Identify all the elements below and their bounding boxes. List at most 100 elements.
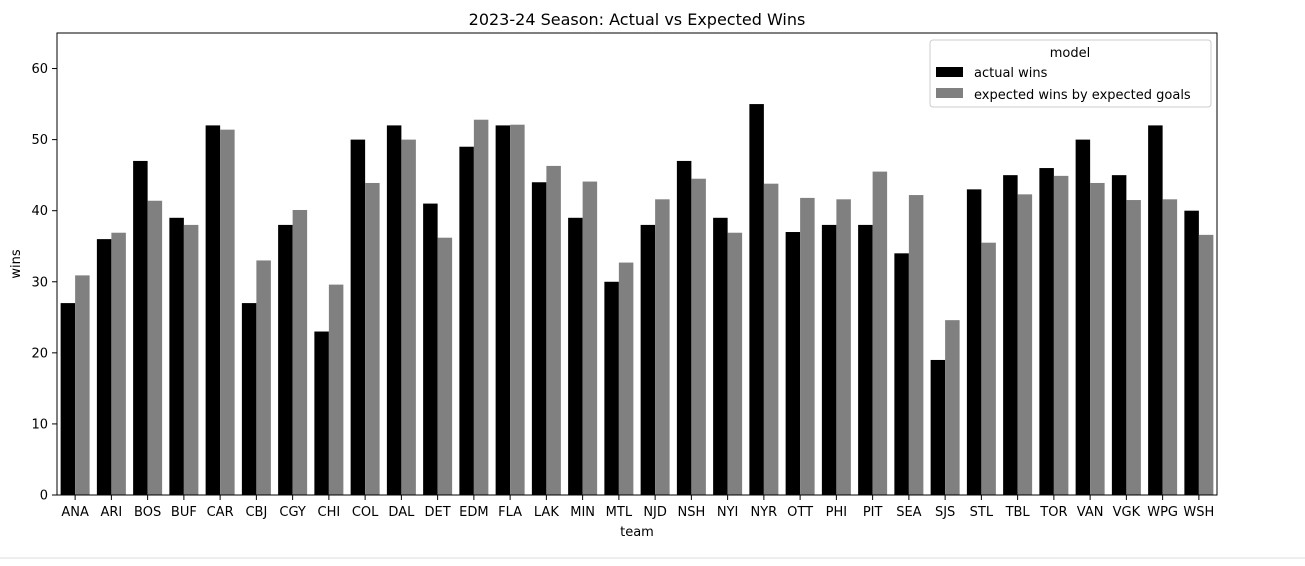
bar-actual-wsh: [1184, 210, 1199, 495]
legend: model actual wins expected wins by expec…: [929, 39, 1212, 108]
y-tick-label: 0: [40, 489, 48, 504]
bar-actual-chi: [314, 331, 329, 495]
bar-expected-tor: [1053, 175, 1069, 495]
bar-actual-wpg: [1148, 125, 1163, 496]
y-tick-label: 40: [31, 204, 48, 219]
bar-actual-pit: [858, 224, 873, 495]
y-tick-label: 10: [31, 417, 48, 432]
bar-expected-vgk: [1126, 200, 1141, 495]
x-tick-label-det: DET: [425, 505, 451, 520]
bar-expected-edm: [473, 119, 489, 496]
x-tick-label-wpg: WPG: [1147, 505, 1178, 520]
x-tick-label-ari: ARI: [100, 505, 122, 520]
bar-expected-nyi: [727, 232, 743, 496]
plot-frame: [56, 32, 1218, 496]
bar-expected-buf: [183, 224, 199, 495]
legend-label-expected: expected wins by expected goals: [974, 88, 1191, 103]
y-tick-label: 20: [31, 346, 48, 361]
bar-expected-min: [582, 181, 598, 495]
bar-expected-lak: [546, 165, 561, 495]
bar-expected-ott: [800, 197, 815, 495]
bar-actual-cgy: [278, 224, 293, 495]
x-tick-label-buf: BUF: [171, 505, 197, 520]
bar-actual-sea: [894, 253, 909, 495]
bar-actual-tor: [1039, 168, 1054, 496]
x-tick-label-pit: PIT: [863, 505, 883, 520]
bar-expected-chi: [328, 284, 344, 495]
x-tick-label-nsh: NSH: [677, 505, 705, 520]
bar-actual-bos: [133, 160, 148, 495]
bar-actual-stl: [966, 189, 982, 495]
legend-swatch-expected: [936, 88, 963, 98]
bar-actual-nsh: [676, 160, 692, 495]
bar-expected-dal: [401, 139, 416, 495]
bar-actual-buf: [169, 217, 184, 496]
x-tick-label-edm: EDM: [459, 505, 488, 520]
bar-expected-wsh: [1198, 234, 1214, 495]
x-tick-label-bos: BOS: [134, 505, 161, 520]
bar-expected-tbl: [1017, 194, 1033, 496]
bar-expected-bos: [147, 200, 163, 496]
bar-expected-det: [437, 237, 453, 495]
bar-expected-sjs: [945, 320, 960, 495]
bar-expected-pit: [872, 171, 888, 495]
bar-expected-ari: [111, 232, 126, 496]
bar-expected-njd: [655, 199, 670, 495]
y-axis-label: wins: [9, 249, 24, 278]
bar-actual-car: [205, 125, 221, 496]
bar-actual-min: [568, 217, 583, 496]
chart-title: 2023-24 Season: Actual vs Expected Wins: [469, 10, 806, 29]
bar-actual-phi: [821, 224, 837, 495]
x-tick-label-car: CAR: [207, 505, 234, 520]
x-tick-label-tbl: TBL: [1005, 505, 1031, 520]
bar-expected-col: [365, 182, 380, 496]
x-tick-label-nyr: NYR: [751, 505, 778, 520]
bars-group: [60, 104, 1214, 496]
bar-expected-mtl: [618, 262, 634, 495]
x-tick-label-fla: FLA: [498, 505, 522, 520]
x-tick-label-cbj: CBJ: [245, 505, 267, 520]
x-tick-label-ana: ANA: [61, 505, 89, 520]
x-tick-label-lak: LAK: [534, 505, 559, 520]
bar-expected-nsh: [691, 178, 706, 495]
bar-expected-nyr: [763, 183, 779, 495]
bar-actual-cbj: [241, 303, 257, 495]
x-tick-label-sea: SEA: [896, 505, 921, 520]
bar-actual-vgk: [1111, 175, 1127, 495]
bar-expected-car: [220, 129, 235, 495]
bar-expected-wpg: [1162, 199, 1178, 495]
legend-title: model: [1050, 46, 1090, 61]
bar-actual-lak: [531, 182, 547, 495]
bar-expected-cgy: [292, 209, 308, 495]
x-tick-label-van: VAN: [1077, 505, 1104, 520]
x-tick-label-col: COL: [352, 505, 379, 520]
bar-actual-tbl: [1003, 175, 1018, 495]
bar-actual-sjs: [930, 359, 946, 495]
bar-actual-edm: [459, 146, 474, 495]
x-tick-label-vgk: VGK: [1113, 505, 1141, 520]
bar-expected-ana: [75, 275, 90, 495]
bar-actual-nyi: [713, 217, 728, 496]
x-tick-label-mtl: MTL: [606, 505, 633, 520]
bar-actual-njd: [640, 224, 656, 495]
bar-expected-van: [1090, 182, 1105, 496]
x-tick-label-chi: CHI: [318, 505, 341, 520]
bar-expected-fla: [510, 124, 525, 495]
bar-expected-phi: [836, 199, 851, 495]
x-tick-label-phi: PHI: [826, 505, 847, 520]
bar-actual-van: [1075, 139, 1091, 495]
bar-actual-ari: [96, 239, 112, 495]
x-tick-label-sjs: SJS: [935, 505, 955, 520]
x-tick-label-dal: DAL: [388, 505, 415, 520]
y-tick-label: 60: [31, 62, 48, 77]
bar-actual-fla: [495, 125, 511, 496]
legend-label-actual: actual wins: [974, 66, 1048, 81]
legend-swatch-actual: [936, 67, 963, 77]
bar-actual-ott: [785, 232, 801, 495]
x-tick-label-tor: TOR: [1039, 505, 1067, 520]
y-axis: 0 10 20 30 40 50 60: [31, 62, 57, 504]
bar-expected-sea: [908, 195, 924, 495]
x-tick-label-stl: STL: [970, 505, 994, 520]
bar-actual-det: [423, 203, 438, 496]
